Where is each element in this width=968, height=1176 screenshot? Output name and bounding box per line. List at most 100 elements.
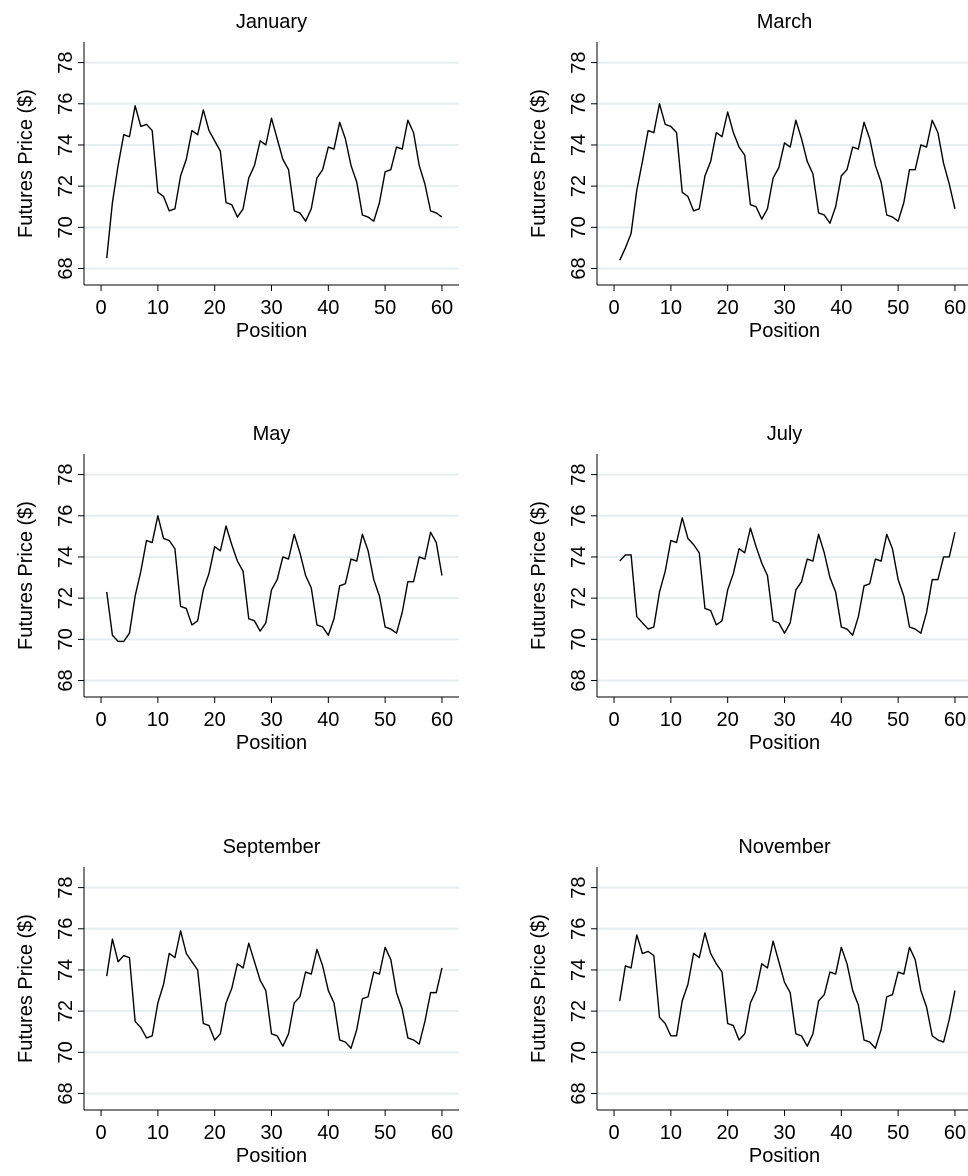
x-tick-label: 50 xyxy=(374,297,396,319)
x-tick-label: 10 xyxy=(147,297,169,319)
y-tick-label: 78 xyxy=(55,51,77,73)
y-tick-label: 72 xyxy=(55,175,77,197)
y-tick-label: 70 xyxy=(568,1041,590,1063)
y-tick-label: 74 xyxy=(568,134,590,156)
y-tick-label: 76 xyxy=(568,505,590,527)
x-tick-label: 0 xyxy=(608,1122,619,1144)
x-tick-label: 20 xyxy=(204,297,226,319)
x-tick-label: 10 xyxy=(660,1122,682,1144)
x-axis-label: Position xyxy=(749,732,820,754)
y-axis-label: Futures Price ($) xyxy=(528,501,550,650)
x-tick-label: 0 xyxy=(608,709,619,731)
chart-title: November xyxy=(738,836,831,858)
x-tick-label: 30 xyxy=(773,297,795,319)
x-tick-label: 30 xyxy=(260,297,282,319)
x-axis-label: Position xyxy=(236,320,307,342)
x-tick-label: 40 xyxy=(317,709,339,731)
x-tick-label: 10 xyxy=(147,709,169,731)
y-tick-label: 78 xyxy=(55,463,77,485)
y-tick-label: 72 xyxy=(55,587,77,609)
y-tick-label: 70 xyxy=(55,1041,77,1063)
chart-title: September xyxy=(223,836,321,858)
x-tick-label: 60 xyxy=(944,297,966,319)
y-tick-label: 68 xyxy=(568,1082,590,1104)
x-tick-label: 60 xyxy=(944,1122,966,1144)
y-axis-label: Futures Price ($) xyxy=(15,914,37,1063)
chart-panel-5: 68 70 72 74 76 78 0 10 20 30 40 50 60 November Positio… xyxy=(528,836,968,1167)
x-axis-label: Position xyxy=(236,732,307,754)
x-tick-label: 40 xyxy=(317,1122,339,1144)
chart-panel-3: 68 70 72 74 76 78 0 10 20 30 40 50 60 July Position Fut… xyxy=(528,423,968,754)
x-tick-label: 30 xyxy=(260,709,282,731)
y-tick-label: 68 xyxy=(55,669,77,691)
x-tick-label: 30 xyxy=(773,709,795,731)
y-tick-label: 70 xyxy=(55,216,77,238)
y-tick-label: 72 xyxy=(568,175,590,197)
x-tick-label: 50 xyxy=(374,709,396,731)
y-tick-label: 72 xyxy=(568,1000,590,1022)
x-axis-label: Position xyxy=(749,320,820,342)
chart-panel-2: 68 70 72 74 76 78 0 10 20 30 40 50 60 May Position Futu… xyxy=(15,423,459,754)
x-axis-label: Position xyxy=(749,1145,820,1167)
x-tick-label: 60 xyxy=(431,297,453,319)
x-tick-label: 60 xyxy=(431,1122,453,1144)
y-tick-label: 78 xyxy=(568,51,590,73)
chart-panel-0: 68 70 72 74 76 78 0 10 20 30 40 50 60 January Position… xyxy=(15,11,459,342)
y-tick-label: 68 xyxy=(568,669,590,691)
x-tick-label: 30 xyxy=(773,1122,795,1144)
x-tick-label: 40 xyxy=(830,709,852,731)
series-line xyxy=(619,517,956,636)
x-tick-label: 10 xyxy=(660,297,682,319)
x-tick-label: 20 xyxy=(717,1122,739,1144)
x-tick-label: 60 xyxy=(944,709,966,731)
x-tick-label: 20 xyxy=(204,1122,226,1144)
x-tick-label: 50 xyxy=(887,297,909,319)
x-axis-label: Position xyxy=(236,1145,307,1167)
series-line xyxy=(619,103,956,261)
y-axis-label: Futures Price ($) xyxy=(15,89,37,238)
series-line xyxy=(106,930,443,1049)
x-tick-label: 0 xyxy=(95,709,106,731)
chart-panel-4: 68 70 72 74 76 78 0 10 20 30 40 50 60 September Positi… xyxy=(15,836,459,1167)
y-tick-label: 72 xyxy=(568,587,590,609)
chart-title: May xyxy=(253,423,291,445)
y-tick-label: 74 xyxy=(55,134,77,156)
y-tick-label: 74 xyxy=(55,546,77,568)
x-tick-label: 10 xyxy=(660,709,682,731)
x-tick-label: 0 xyxy=(95,297,106,319)
chart-title: July xyxy=(767,423,803,445)
series-line xyxy=(106,515,443,643)
chart-panel-1: 68 70 72 74 76 78 0 10 20 30 40 50 60 March Position Fu… xyxy=(528,11,968,342)
y-tick-label: 74 xyxy=(568,959,590,981)
y-tick-label: 78 xyxy=(55,876,77,898)
y-tick-label: 70 xyxy=(568,628,590,650)
y-tick-label: 68 xyxy=(55,1082,77,1104)
y-axis-label: Futures Price ($) xyxy=(528,914,550,1063)
y-tick-label: 74 xyxy=(55,959,77,981)
x-tick-label: 0 xyxy=(95,1122,106,1144)
x-tick-label: 60 xyxy=(431,709,453,731)
y-tick-label: 76 xyxy=(55,918,77,940)
x-tick-label: 20 xyxy=(717,709,739,731)
y-tick-label: 68 xyxy=(568,257,590,279)
y-tick-label: 76 xyxy=(568,918,590,940)
x-tick-label: 40 xyxy=(317,297,339,319)
y-tick-label: 68 xyxy=(55,257,77,279)
x-tick-label: 40 xyxy=(830,297,852,319)
y-tick-label: 70 xyxy=(568,216,590,238)
y-axis-label: Futures Price ($) xyxy=(15,501,37,650)
x-tick-label: 50 xyxy=(887,1122,909,1144)
y-tick-label: 70 xyxy=(55,628,77,650)
x-tick-label: 20 xyxy=(204,709,226,731)
y-axis-label: Futures Price ($) xyxy=(528,89,550,238)
y-tick-label: 76 xyxy=(55,505,77,527)
y-tick-label: 78 xyxy=(568,463,590,485)
x-tick-label: 50 xyxy=(374,1122,396,1144)
x-tick-label: 20 xyxy=(717,297,739,319)
y-tick-label: 78 xyxy=(568,876,590,898)
y-tick-label: 72 xyxy=(55,1000,77,1022)
x-tick-label: 40 xyxy=(830,1122,852,1144)
chart-title: January xyxy=(236,11,307,33)
y-tick-label: 76 xyxy=(568,93,590,115)
